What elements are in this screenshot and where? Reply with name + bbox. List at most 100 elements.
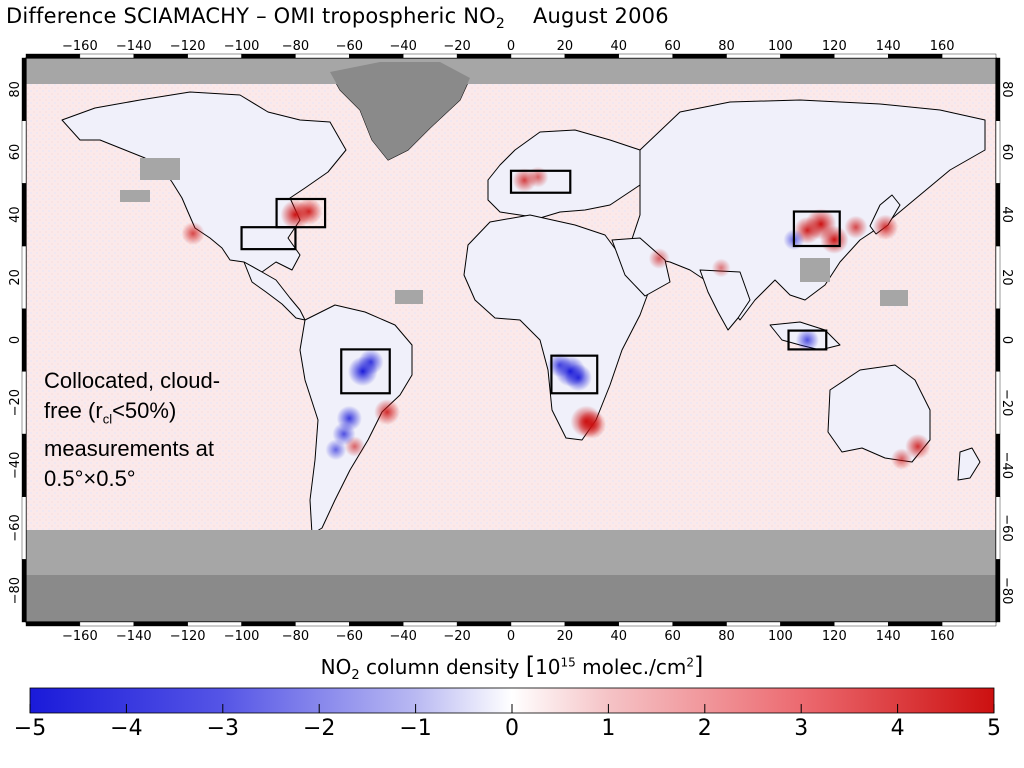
axis-bar-segment [79,621,134,627]
axis-bars [21,53,1001,627]
annotation-line-1: Collocated, cloud- [44,368,221,393]
longitude-tick-label: −80 [282,629,309,644]
longitude-tick-label: 140 [876,629,901,644]
hotspot [820,225,849,254]
axis-bar-segment [295,53,350,59]
axis-bar-segment [941,53,997,59]
hotspot [577,410,607,439]
region-box [550,354,599,395]
axis-bar-segment [25,621,81,627]
latitude-tick-label: −40 [999,452,1014,479]
annotation-line-2: free (rcl<50%) [44,396,294,434]
longitude-tick-label: −20 [443,39,470,54]
colorbar-title: NO2 column density [1015 molec./cm2] [0,652,1024,683]
hotspot [547,353,572,378]
axis-bar-segment [726,621,781,627]
longitude-tick-label: 120 [822,629,847,644]
longitude-tick-label: −100 [224,39,260,54]
latitude-tick-label: 0 [8,336,23,344]
annotation-box: Collocated, cloud- free (rcl<50%) measur… [44,366,294,494]
longitude-tick-label: −60 [336,629,363,644]
annotation-line-2-pre: free (r [44,398,103,423]
india [699,269,751,331]
longitude-tick-label: −140 [116,629,152,644]
axis-bar-segment [834,53,889,59]
longitude-tick-label: 20 [557,39,574,54]
hotspot [844,215,868,239]
xlabel-unit-exp: 15 [560,655,576,670]
axis-bar-segment [834,621,889,627]
colorbar-tick-label: −1 [399,716,432,741]
title-main: Difference SCIAMACHY – OMI tropospheric … [6,4,496,28]
longitude-tick-label: −160 [62,39,98,54]
hotspot [711,258,731,278]
xlabel-unit-exp2: 2 [686,655,694,670]
colorbar-tick-label: −2 [302,716,336,741]
latitude-tick-label: 40 [999,206,1014,223]
axis-bar-segment [349,621,404,627]
longitude-tick-label: −20 [443,629,470,644]
latitude-tick-label: −40 [8,452,23,479]
longitude-tick-label: 160 [930,629,955,644]
colorbar-tick-label: 1 [601,716,616,741]
xlabel-sub: 2 [351,668,360,683]
region-boxes [240,169,841,395]
xlabel-unit-base: 10 [535,655,561,679]
region-box [787,329,828,351]
axis-bar-segment [888,621,943,627]
map-plot-area [26,58,996,622]
axis-bar-segment [672,621,727,627]
colorbar-tick-label: 0 [505,716,519,741]
latitude-tick-label: 40 [8,206,23,223]
axis-bar-segment [564,621,619,627]
longitude-tick-label: −80 [282,39,309,54]
axis-bar-segment [25,53,81,59]
axis-bar-segment [564,53,619,59]
region-box [509,169,572,194]
annotation-line-2-post: <50%) [112,398,177,423]
latitude-tick-label: −60 [8,514,23,541]
annotation-line-4: 0.5°×0.5° [44,466,136,492]
xlabel-pre: NO [320,655,352,679]
antarctica-no-data [26,575,996,622]
colorbar-tick-label: 5 [987,716,1001,741]
axis-tick-labels: −160 −160 −140 −140 −120 −120 −100 −100 −80 −80 −6… [8,39,1014,644]
annotation-line-2-sub: cl [102,411,113,427]
longitude-tick-label: 160 [930,39,955,54]
longitude-tick-label: −120 [170,629,206,644]
colorbar-tick-label: 3 [794,716,809,741]
longitude-tick-label: 60 [664,39,681,54]
colorbar-tick-label: −5 [13,716,47,741]
hotspot [905,433,931,460]
longitude-tick-label: −140 [116,39,152,54]
hotspots [181,166,931,470]
pacific-cloud-gap-1 [140,158,180,180]
hotspot [295,198,323,225]
axis-bar-segment [456,621,512,627]
longitude-tick-label: 140 [876,39,901,54]
latitude-tick-label: 0 [999,336,1014,344]
axis-bar-segment [941,621,997,627]
colorbar-tick-label: 4 [890,716,905,741]
axis-bar-segment [133,621,188,627]
pacific-cloud-gap-3 [880,290,908,306]
annotation-line-3: measurements at [44,436,214,462]
axis-bar-segment [780,53,835,59]
region-box [792,210,841,248]
longitude-tick-label: 100 [768,629,793,644]
axis-bar-segment [456,53,512,59]
axis-bar-segment [21,57,27,121]
xlabel-bracket-open: [ [525,652,536,680]
hotspot [872,214,899,240]
longitude-tick-label: −40 [390,39,417,54]
hotspot [648,248,670,270]
axis-bar-segment [672,53,727,59]
longitude-tick-label: 40 [611,39,628,54]
longitude-tick-label: −100 [224,629,260,644]
longitude-tick-label: −120 [170,39,206,54]
latitude-tick-label: −20 [999,389,1014,416]
europe [487,129,641,219]
region-box [340,348,391,395]
xlabel-unit-rest: molec./cm [575,655,687,679]
